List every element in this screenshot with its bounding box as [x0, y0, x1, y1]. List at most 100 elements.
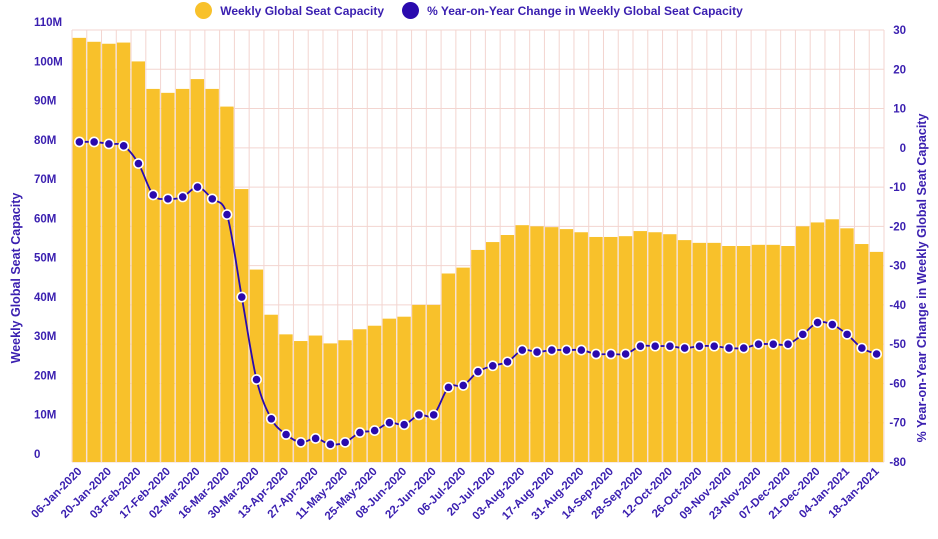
yoy-point[interactable] — [531, 346, 543, 358]
bar[interactable] — [190, 79, 205, 462]
bar[interactable] — [692, 242, 707, 462]
yoy-point[interactable] — [88, 136, 100, 148]
bar[interactable] — [264, 314, 278, 462]
yoy-point[interactable] — [590, 348, 602, 360]
bar[interactable] — [810, 222, 825, 462]
yoy-point[interactable] — [871, 348, 883, 360]
yoy-point[interactable] — [236, 291, 248, 303]
bar[interactable] — [161, 92, 175, 462]
yoy-point[interactable] — [487, 360, 499, 372]
yoy-point[interactable] — [561, 344, 572, 356]
bar[interactable] — [382, 318, 396, 462]
yoy-point[interactable] — [369, 425, 381, 436]
yoy-point[interactable] — [649, 340, 661, 352]
yoy-point[interactable] — [73, 136, 85, 148]
yoy-point[interactable] — [694, 340, 705, 352]
legend-item-capacity[interactable]: Weekly Global Seat Capacity — [195, 2, 384, 19]
yoy-point[interactable] — [635, 340, 646, 352]
yoy-point[interactable] — [856, 342, 868, 354]
bar[interactable] — [220, 106, 234, 462]
bar[interactable] — [323, 343, 337, 462]
yoy-point[interactable] — [177, 191, 189, 203]
bar[interactable] — [751, 244, 766, 462]
yoy-point[interactable] — [753, 338, 764, 350]
yoy-point[interactable] — [280, 429, 292, 440]
legend-item-yoy[interactable]: % Year-on-Year Change in Weekly Global S… — [402, 2, 743, 19]
bar[interactable] — [72, 37, 86, 462]
yoy-point[interactable] — [679, 342, 691, 354]
yoy-point[interactable] — [782, 338, 794, 350]
yoy-point[interactable] — [708, 340, 720, 352]
bar[interactable] — [781, 246, 795, 462]
bar[interactable] — [87, 41, 101, 462]
bar[interactable] — [471, 249, 485, 462]
yoy-point[interactable] — [767, 338, 779, 350]
bar[interactable] — [294, 341, 308, 462]
yoy-point[interactable] — [812, 317, 823, 328]
yoy-point[interactable] — [221, 209, 233, 220]
bar[interactable] — [825, 219, 839, 462]
yoy-point[interactable] — [826, 319, 838, 330]
bar[interactable] — [131, 61, 146, 462]
yoy-point[interactable] — [841, 328, 853, 340]
yoy-point[interactable] — [738, 342, 750, 354]
yoy-point[interactable] — [147, 189, 159, 201]
yoy-point[interactable] — [133, 158, 144, 169]
bar[interactable] — [840, 228, 854, 462]
bar[interactable] — [235, 189, 249, 462]
yoy-point[interactable] — [339, 436, 351, 448]
bar[interactable] — [456, 267, 470, 462]
bar[interactable] — [500, 235, 515, 462]
bar[interactable] — [545, 227, 559, 462]
yoy-point[interactable] — [443, 381, 454, 393]
bar[interactable] — [485, 242, 500, 462]
bar[interactable] — [353, 329, 367, 462]
bar[interactable] — [338, 340, 352, 462]
yoy-point[interactable] — [516, 344, 528, 356]
yoy-point[interactable] — [502, 356, 513, 368]
bar[interactable] — [308, 335, 323, 462]
yoy-point[interactable] — [251, 374, 262, 385]
yoy-point[interactable] — [605, 348, 617, 360]
yoy-point[interactable] — [192, 181, 203, 193]
yoy-point[interactable] — [265, 413, 277, 425]
bar[interactable] — [722, 246, 736, 462]
yoy-point[interactable] — [723, 342, 735, 354]
bar[interactable] — [116, 42, 131, 463]
yoy-point[interactable] — [428, 409, 440, 421]
bar[interactable] — [515, 225, 529, 462]
bar[interactable] — [707, 242, 721, 462]
yoy-point[interactable] — [206, 193, 218, 205]
yoy-point[interactable] — [384, 417, 395, 429]
yoy-point[interactable] — [162, 193, 174, 205]
yoy-point[interactable] — [295, 436, 307, 448]
bar[interactable] — [766, 244, 780, 462]
bar[interactable] — [796, 226, 810, 462]
yoy-point[interactable] — [398, 419, 410, 431]
bar[interactable] — [530, 226, 544, 462]
bar[interactable] — [736, 246, 751, 462]
yoy-point[interactable] — [310, 433, 321, 444]
bar[interactable] — [412, 304, 426, 462]
yoy-point[interactable] — [103, 138, 115, 150]
yoy-point[interactable] — [546, 344, 558, 356]
bar[interactable] — [205, 88, 219, 462]
yoy-point[interactable] — [413, 409, 425, 421]
yoy-point[interactable] — [324, 438, 336, 450]
bar[interactable] — [102, 43, 116, 462]
yoy-point[interactable] — [797, 328, 809, 340]
yoy-point[interactable] — [354, 427, 366, 438]
yoy-point[interactable] — [620, 348, 632, 360]
bar[interactable] — [441, 273, 456, 462]
yoy-point[interactable] — [575, 344, 587, 356]
bar[interactable] — [249, 269, 264, 462]
bar[interactable] — [279, 334, 293, 462]
yoy-point[interactable] — [118, 140, 130, 152]
bar[interactable] — [397, 316, 411, 462]
yoy-point[interactable] — [664, 340, 676, 352]
bar[interactable] — [175, 88, 190, 462]
yoy-point[interactable] — [472, 366, 484, 378]
bar[interactable] — [426, 304, 441, 462]
bar[interactable] — [367, 325, 382, 462]
bar[interactable] — [146, 88, 160, 462]
